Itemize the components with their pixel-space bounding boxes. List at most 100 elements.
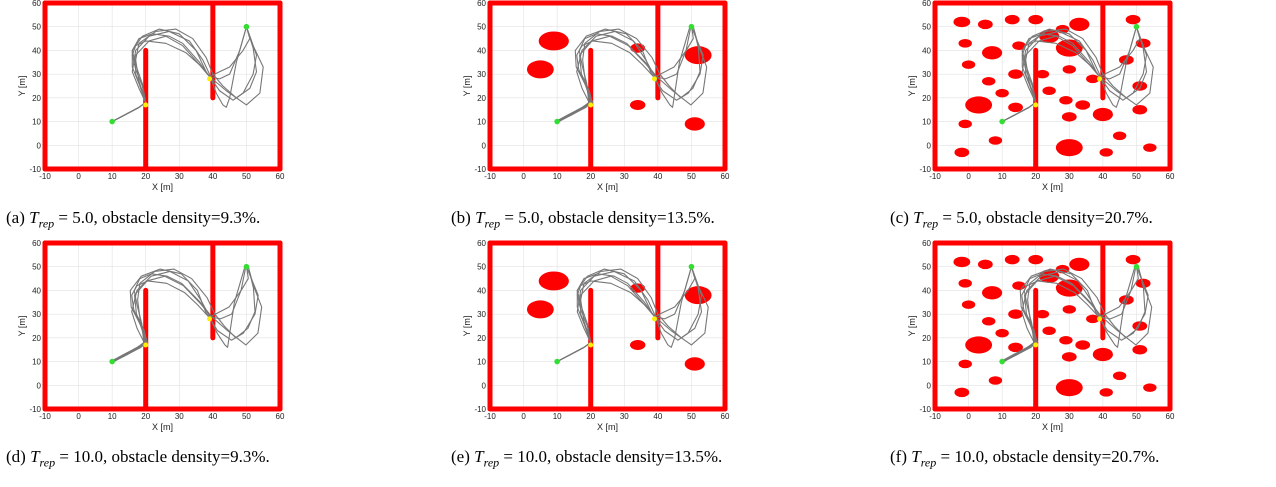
caption-sub: rep bbox=[483, 455, 500, 470]
y-tick-label: 20 bbox=[32, 334, 41, 343]
trajectory-line bbox=[1003, 266, 1153, 363]
y-axis-label: Y [m] bbox=[17, 76, 27, 97]
x-tick-label: 50 bbox=[1132, 172, 1141, 181]
start-marker bbox=[999, 118, 1005, 125]
goal-marker bbox=[1133, 23, 1140, 30]
y-tick-label: 60 bbox=[32, 0, 41, 8]
x-tick-label: 10 bbox=[108, 412, 117, 421]
obstacle bbox=[958, 279, 972, 288]
obstacle bbox=[954, 387, 970, 398]
x-axis-label: X [m] bbox=[597, 182, 618, 192]
y-tick-label: 10 bbox=[477, 358, 486, 367]
caption-var: T bbox=[913, 208, 923, 227]
y-axis-label: Y [m] bbox=[462, 76, 472, 97]
start-marker bbox=[999, 358, 1005, 365]
obstacle bbox=[1062, 65, 1076, 74]
goal-marker bbox=[243, 263, 250, 270]
obstacle bbox=[988, 136, 1003, 145]
caption-rest: , obstacle density=20.7%. bbox=[984, 447, 1160, 466]
obstacle bbox=[953, 16, 971, 28]
obstacle bbox=[1075, 100, 1091, 110]
y-tick-label: 60 bbox=[922, 239, 931, 248]
obstacle bbox=[1008, 102, 1023, 113]
y-tick-label: 10 bbox=[32, 358, 41, 367]
obstacle bbox=[965, 96, 993, 114]
obstacle bbox=[1042, 86, 1056, 96]
y-tick-label: 50 bbox=[32, 23, 41, 32]
obstacle bbox=[958, 39, 972, 48]
start-marker bbox=[109, 118, 115, 125]
caption-value: = 5.0 bbox=[500, 208, 540, 227]
caption-var: T bbox=[475, 208, 485, 227]
caption-var: T bbox=[29, 208, 39, 227]
obstacle bbox=[977, 19, 993, 30]
x-tick-label: 50 bbox=[242, 412, 251, 421]
obstacle bbox=[1099, 148, 1113, 157]
x-tick-label: 0 bbox=[966, 172, 971, 181]
obstacle bbox=[995, 328, 1009, 338]
obstacle bbox=[954, 147, 970, 158]
x-axis-label: X [m] bbox=[1042, 422, 1063, 432]
caption-b: (b) Trep = 5.0, obstacle density=13.5%. bbox=[451, 208, 851, 231]
y-tick-label: 30 bbox=[477, 70, 486, 79]
x-tick-label: 20 bbox=[1031, 172, 1040, 181]
obstacle bbox=[1086, 314, 1100, 324]
x-tick-label: 40 bbox=[208, 172, 217, 181]
obstacle bbox=[1061, 352, 1077, 362]
x-tick-label: 60 bbox=[721, 172, 730, 181]
waypoint-marker bbox=[588, 342, 594, 348]
caption-value: = 5.0 bbox=[938, 208, 978, 227]
y-axis-label: Y [m] bbox=[907, 316, 917, 337]
panel-d: -10 0 10 20 30 40 50 60 -10 0 10 20 30 40 50 60 X [m] Y [… bbox=[10, 239, 310, 440]
x-tick-label: 0 bbox=[76, 412, 81, 421]
panel-a: -10 0 10 20 30 40 50 60 -10 0 10 20 30 40 50 60 X [m] Y [… bbox=[10, 0, 310, 200]
trajectory-line bbox=[558, 26, 708, 123]
trajectory-line bbox=[113, 266, 263, 363]
y-tick-label: -10 bbox=[29, 165, 41, 174]
y-tick-label: 50 bbox=[477, 263, 486, 272]
x-tick-label: 10 bbox=[553, 412, 562, 421]
y-axis-label: Y [m] bbox=[17, 316, 27, 337]
obstacle bbox=[1132, 344, 1148, 355]
x-tick-label: 60 bbox=[1166, 172, 1175, 181]
y-tick-label: 20 bbox=[922, 94, 931, 103]
x-tick-label: 10 bbox=[108, 172, 117, 181]
obstacle bbox=[538, 271, 569, 291]
y-tick-label: 0 bbox=[482, 381, 487, 390]
obstacle bbox=[629, 99, 646, 110]
caption-label: (c) bbox=[890, 208, 914, 227]
plot-f: -10 0 10 20 30 40 50 60 -10 0 10 20 30 40 50 60 X [m] Y [… bbox=[907, 239, 1175, 432]
x-tick-label: 40 bbox=[1098, 172, 1107, 181]
caption-sub: rep bbox=[38, 216, 55, 231]
obstacle bbox=[1135, 38, 1151, 49]
x-tick-label: 0 bbox=[521, 172, 526, 181]
obstacle bbox=[1069, 257, 1090, 271]
caption-rest: , obstacle density=20.7%. bbox=[977, 208, 1153, 227]
x-tick-label: 50 bbox=[687, 172, 696, 181]
x-tick-label: -10 bbox=[929, 172, 941, 181]
y-tick-label: 50 bbox=[32, 263, 41, 272]
obstacle bbox=[965, 336, 993, 354]
y-tick-label: 0 bbox=[927, 141, 932, 150]
x-tick-label: 30 bbox=[620, 412, 629, 421]
obstacle bbox=[1132, 104, 1148, 115]
y-tick-label: 0 bbox=[927, 381, 932, 390]
y-tick-label: 60 bbox=[477, 239, 486, 248]
obstacle bbox=[1069, 17, 1090, 31]
trajectory-line bbox=[555, 26, 694, 123]
goal-marker bbox=[688, 263, 695, 270]
caption-rest: , obstacle density=9.3%. bbox=[102, 447, 270, 466]
caption-d: (d) Trep = 10.0, obstacle density=9.3%. bbox=[6, 447, 406, 470]
waypoint-marker bbox=[1033, 102, 1039, 108]
trajectory-line bbox=[110, 266, 249, 363]
x-tick-label: 30 bbox=[175, 412, 184, 421]
trajectory-line bbox=[1000, 266, 1139, 363]
waypoint-marker bbox=[1097, 316, 1102, 322]
plot-d: -10 0 10 20 30 40 50 60 -10 0 10 20 30 40 50 60 X [m] Y [… bbox=[17, 239, 285, 432]
y-tick-label: 40 bbox=[477, 46, 486, 55]
obstacle bbox=[1125, 254, 1141, 265]
obstacle bbox=[958, 119, 972, 129]
obstacle bbox=[1099, 388, 1113, 397]
obstacle bbox=[1028, 14, 1044, 25]
panel-c: -10 0 10 20 30 40 50 60 -10 0 10 20 30 40 50 60 X [m] Y [… bbox=[900, 0, 1200, 200]
